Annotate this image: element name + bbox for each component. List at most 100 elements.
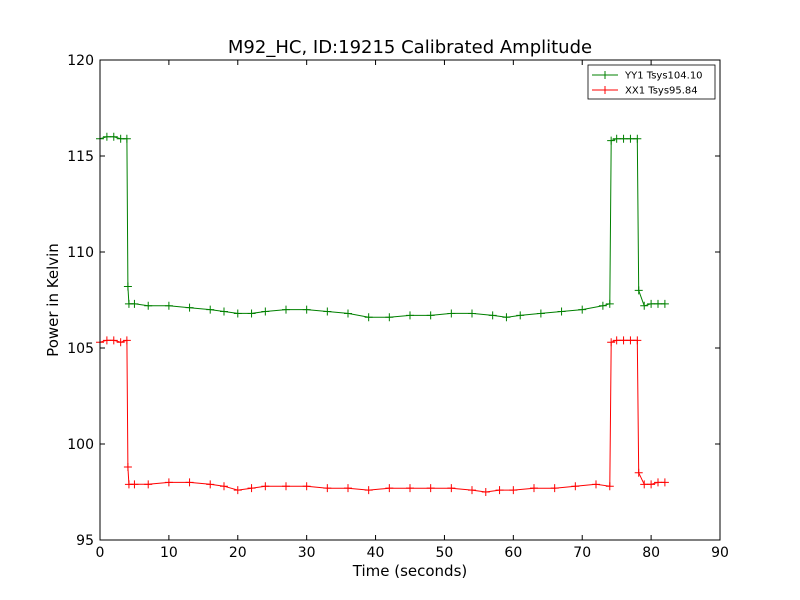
- data-point: [261, 482, 270, 491]
- data-point: [109, 132, 118, 141]
- data-point: [550, 484, 559, 493]
- y-tick-label: 100: [67, 437, 94, 453]
- data-point: [426, 311, 435, 320]
- data-point: [282, 482, 290, 491]
- data-point: [220, 307, 228, 316]
- data-point: [282, 305, 290, 314]
- x-tick-label: 90: [711, 545, 729, 561]
- y-tick-label: 95: [76, 533, 94, 549]
- data-point: [578, 305, 587, 314]
- data-point: [633, 336, 642, 345]
- data-point: [640, 301, 649, 310]
- data-point: [619, 336, 628, 345]
- data-point: [660, 478, 669, 487]
- y-tick-label: 120: [67, 53, 94, 69]
- data-point: [607, 338, 616, 347]
- x-tick-label: 30: [298, 545, 316, 561]
- data-point: [123, 463, 132, 472]
- y-tick-label: 115: [67, 149, 94, 165]
- data-point: [626, 336, 635, 345]
- data-point: [647, 480, 656, 489]
- data-point: [247, 484, 256, 493]
- data-point: [130, 299, 139, 308]
- data-point: [592, 480, 600, 489]
- ticks-layer: 0 10 20 30 40 50 60 70 80 90 95 100 105 110 115 120: [67, 53, 729, 561]
- y-tick-label: 105: [67, 341, 94, 357]
- data-point: [233, 486, 242, 495]
- legend-label: YY1 Tsys104.10: [624, 71, 703, 82]
- data-point: [660, 299, 669, 308]
- data-point: [488, 311, 497, 320]
- x-tick-label: 0: [96, 545, 105, 561]
- data-point: [364, 313, 373, 322]
- series-1: [96, 132, 669, 322]
- data-point: [647, 299, 656, 308]
- data-point: [122, 134, 131, 143]
- legend-marker: [601, 86, 609, 94]
- data-point: [109, 336, 118, 345]
- data-point: [468, 309, 476, 318]
- data-point: [571, 482, 580, 491]
- data-point: [323, 307, 332, 316]
- y-axis-label: Power in Kelvin: [44, 243, 62, 357]
- data-point: [654, 478, 662, 487]
- data-point: [654, 299, 662, 308]
- data-point: [206, 480, 215, 489]
- data-point: [447, 484, 456, 493]
- legend: YY1 Tsys104.10 XX1 Tsys95.84: [587, 64, 716, 100]
- x-tick-label: 80: [642, 545, 660, 561]
- data-point: [144, 480, 153, 489]
- data-point: [102, 132, 111, 141]
- data-point: [220, 482, 228, 491]
- data-point: [426, 484, 435, 493]
- data-point: [130, 480, 139, 489]
- data-point: [323, 484, 332, 493]
- x-tick-label: 20: [229, 545, 247, 561]
- data-point: [633, 134, 642, 143]
- chart-title: M92_HC, ID:19215 Calibrated Amplitude: [228, 37, 592, 58]
- data-point: [406, 484, 414, 493]
- x-tick-label: 50: [436, 545, 454, 561]
- x-axis-label: Time (seconds): [352, 562, 468, 580]
- data-point: [102, 336, 111, 345]
- data-point: [364, 486, 373, 495]
- data-point: [247, 309, 256, 318]
- y-tick-label: 110: [67, 245, 94, 261]
- legend-box: [587, 64, 716, 100]
- data-point: [612, 134, 621, 143]
- data-point: [605, 299, 614, 308]
- data-point: [509, 486, 518, 495]
- data-point: [598, 301, 607, 310]
- data-point: [233, 309, 242, 318]
- data-point: [634, 468, 643, 477]
- data-point: [502, 313, 511, 322]
- data-point: [516, 311, 525, 320]
- data-point: [495, 486, 504, 495]
- data-point: [530, 484, 538, 493]
- data-point: [206, 305, 215, 314]
- data-point: [185, 478, 194, 487]
- series-2: [96, 336, 669, 496]
- data-point: [634, 286, 643, 295]
- data-point: [261, 307, 270, 316]
- data-point: [447, 309, 456, 318]
- data-point: [612, 336, 621, 345]
- data-point: [385, 484, 394, 493]
- x-tick-label: 40: [367, 545, 385, 561]
- data-point: [557, 307, 566, 316]
- data-point: [619, 134, 628, 143]
- x-tick-label: 60: [504, 545, 522, 561]
- data-point: [164, 301, 173, 310]
- x-tick-label: 70: [573, 545, 591, 561]
- series-layer: [96, 132, 669, 496]
- data-point: [385, 313, 394, 322]
- x-tick-label: 10: [160, 545, 178, 561]
- data-point: [626, 134, 635, 143]
- data-point: [164, 478, 173, 487]
- data-point: [468, 486, 476, 495]
- data-point: [116, 338, 125, 347]
- data-point: [640, 480, 649, 489]
- data-point: [344, 309, 352, 318]
- data-point: [123, 282, 132, 291]
